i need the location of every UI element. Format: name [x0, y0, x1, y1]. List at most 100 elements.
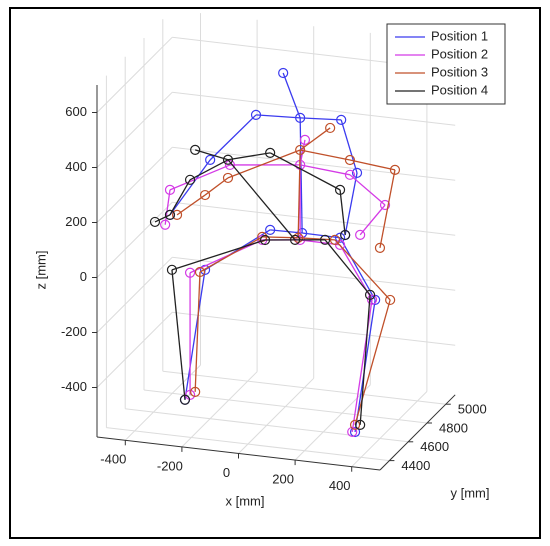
bone [255, 114, 301, 119]
grid-line [96, 36, 173, 113]
bone [324, 239, 371, 296]
bone [189, 159, 229, 181]
bone [209, 114, 257, 161]
bone [351, 299, 373, 433]
bone [194, 149, 229, 161]
bone [154, 214, 171, 223]
grid-line [96, 256, 173, 333]
plot-area [149, 67, 401, 438]
bone [379, 169, 396, 249]
bone [169, 164, 231, 191]
grid-line [172, 91, 456, 126]
legend-label: Position 4 [431, 82, 488, 97]
bone [349, 159, 396, 171]
joint [224, 159, 236, 171]
joint [299, 134, 311, 145]
joint [205, 154, 216, 165]
bone [297, 150, 301, 238]
x-tick-label: 0 [223, 465, 230, 480]
joint [149, 216, 161, 228]
joint [222, 172, 234, 184]
bone [171, 269, 186, 400]
joint [355, 229, 366, 240]
z-tick-label: 200 [65, 214, 87, 229]
joint [265, 224, 276, 235]
x-axis-label: x [mm] [226, 493, 265, 508]
bone [270, 229, 303, 234]
y-axis-label: y [mm] [451, 485, 490, 500]
grid-line [96, 146, 173, 223]
grid-line [162, 370, 446, 405]
joint [349, 426, 361, 438]
legend: Position 1 Position 2 Position 3 Position 4 [386, 23, 506, 105]
joint [349, 419, 361, 430]
grid-line [238, 377, 315, 454]
joint [259, 234, 271, 246]
joint [184, 267, 196, 278]
grid: -400 -200 0 200 400 4400 4600 4800 5000 -400 -200 0… [61, 13, 487, 493]
joint [194, 266, 206, 278]
bone [300, 164, 351, 176]
joint [344, 154, 356, 166]
bone [164, 189, 171, 225]
joint [344, 169, 356, 180]
joint [319, 234, 331, 245]
bone [298, 237, 336, 241]
joint [336, 114, 347, 125]
skeleton [171, 122, 401, 430]
bone [299, 117, 303, 234]
legend-label: Position 2 [431, 46, 488, 61]
legend-label: Position 3 [431, 64, 488, 79]
joint [278, 67, 289, 79]
bone [302, 232, 341, 239]
grid-line [96, 201, 173, 278]
bone [227, 159, 296, 241]
skeleton [160, 134, 391, 438]
joint [379, 199, 391, 211]
grid-line [172, 201, 456, 236]
grid-line [106, 427, 390, 462]
bone [199, 236, 263, 273]
joint [366, 294, 378, 305]
grid-line [181, 371, 258, 448]
joint [179, 394, 191, 405]
grid-line [143, 389, 428, 424]
joint [184, 174, 196, 185]
joint [347, 426, 358, 438]
joint [164, 209, 176, 220]
bone [176, 194, 206, 216]
bone [269, 152, 341, 191]
bone [344, 172, 358, 236]
joint [385, 294, 396, 306]
joint [364, 289, 376, 300]
bone [354, 299, 391, 426]
z-axis-label: z [mm] [33, 251, 48, 290]
joint [166, 264, 178, 275]
bone [282, 72, 301, 119]
bone [169, 159, 211, 216]
z-tick-label: -400 [61, 379, 87, 394]
skeleton [149, 144, 376, 430]
joint [190, 386, 201, 397]
x-tick-label: -400 [100, 452, 126, 467]
y-axis-line [379, 394, 456, 471]
joint [334, 184, 346, 195]
y-tick-label: 4800 [439, 420, 468, 435]
bone [299, 127, 331, 151]
y-tick-label: 4600 [420, 439, 449, 454]
joint [389, 164, 401, 175]
joint [351, 167, 363, 178]
y-tick-label: 4400 [401, 458, 430, 473]
joint [160, 219, 171, 230]
grid-line [351, 391, 428, 468]
joint [171, 209, 183, 220]
joint [295, 144, 306, 156]
joint [325, 122, 336, 134]
joint [374, 242, 386, 253]
joint [355, 419, 366, 430]
bone [334, 239, 391, 301]
legend-label: Position 1 [431, 28, 488, 43]
x-tick-label: 200 [272, 472, 294, 487]
bone [339, 237, 376, 301]
